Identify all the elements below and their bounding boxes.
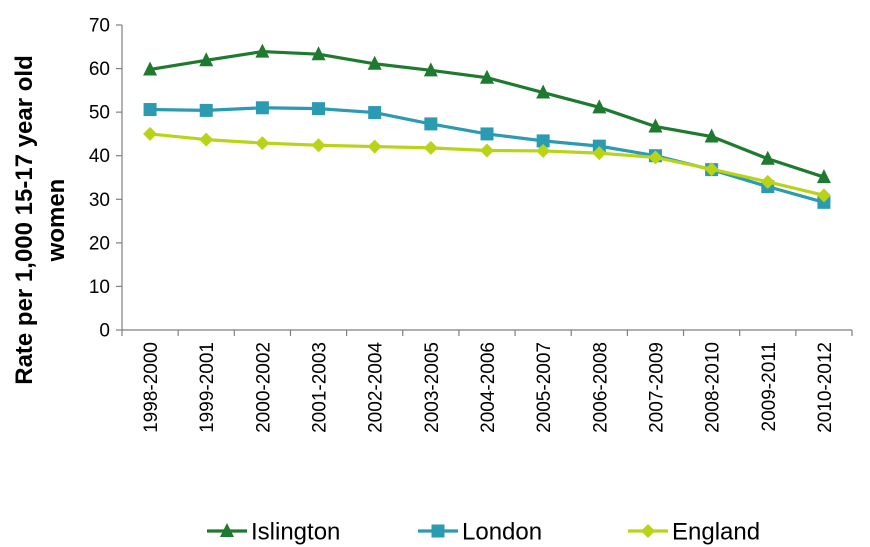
series-line-england: [149, 132, 825, 197]
y-tick-label: 40: [89, 146, 110, 167]
y-axis-ticks: 0 10 20 30 40 50 60 70: [89, 16, 122, 342]
x-tick-label: 2007-2009: [646, 342, 667, 433]
x-tick-label: 2002-2004: [366, 342, 387, 433]
data-point-england: [592, 146, 607, 161]
data-point-england: [648, 150, 663, 165]
data-point-england: [143, 126, 158, 141]
data-point-london: [480, 127, 494, 141]
x-tick-label: 2009-2011: [759, 342, 780, 431]
y-tick-label: 20: [89, 233, 110, 254]
data-point-islington: [760, 150, 775, 165]
legend-item-england: England: [628, 519, 760, 546]
data-point-england: [255, 136, 270, 151]
data-point-england: [536, 143, 551, 158]
data-point-islington: [592, 99, 607, 114]
data-point-islington: [648, 118, 663, 133]
x-tick-label: 2004-2006: [478, 342, 499, 433]
data-point-england: [423, 140, 438, 155]
data-point-london: [199, 103, 213, 117]
series-islington: [143, 43, 831, 184]
legend-marker-london: [431, 524, 445, 538]
legend-label-islington: Islington: [251, 519, 340, 546]
y-tick-label: 60: [89, 59, 110, 80]
series-group: [143, 43, 831, 209]
data-point-islington: [255, 43, 270, 58]
data-point-london: [143, 103, 157, 117]
data-point-islington: [536, 84, 551, 99]
data-point-england: [760, 174, 775, 189]
data-point-london: [536, 134, 550, 148]
x-tick-label: 2006-2008: [590, 342, 611, 433]
y-tick-label: 50: [89, 103, 110, 124]
y-tick-label: 30: [89, 190, 110, 211]
data-point-england: [816, 188, 831, 203]
x-axis-ticks: 1998-2000 1999-2001 2000-2002 2001-2003 2002…: [121, 330, 853, 433]
x-tick-label: 2005-2007: [534, 342, 555, 433]
y-tick-label: 10: [89, 277, 110, 298]
data-point-islington: [143, 61, 158, 76]
data-point-england: [704, 162, 719, 177]
data-point-london: [424, 117, 438, 131]
x-tick-label: 2000-2002: [253, 342, 274, 433]
data-point-london: [255, 101, 269, 115]
legend-marker-england: [641, 524, 655, 538]
data-point-england: [199, 132, 214, 147]
x-tick-label: 1998-2000: [141, 342, 162, 433]
x-tick-label: 1999-2001: [197, 342, 218, 433]
legend-marker-islington: [220, 523, 234, 537]
data-point-islington: [816, 169, 831, 184]
legend: Islington London England: [207, 519, 760, 546]
x-tick-label: 2001-2003: [310, 342, 331, 433]
data-point-london: [368, 106, 382, 120]
data-point-islington: [199, 52, 214, 67]
y-tick-label: 0: [99, 321, 110, 342]
y-tick-label: 70: [89, 16, 110, 37]
series-england: [143, 126, 831, 203]
x-tick-label: 2008-2010: [703, 342, 724, 433]
data-point-islington: [423, 62, 438, 77]
legend-label-london: London: [462, 519, 542, 546]
legend-label-england: England: [672, 519, 760, 546]
data-point-islington: [367, 55, 382, 70]
legend-item-islington: Islington: [207, 519, 340, 546]
data-point-islington: [480, 69, 494, 84]
y-axis-label-line-1: Rate per 1,000 15-17 year old: [11, 55, 38, 385]
data-point-islington: [704, 128, 719, 143]
x-tick-label: 2010-2012: [815, 342, 836, 433]
data-point-england: [367, 139, 382, 154]
x-tick-label: 2003-2005: [422, 342, 443, 433]
axes: [121, 25, 852, 331]
legend-item-london: London: [418, 519, 542, 546]
data-point-england: [311, 138, 326, 153]
data-point-london: [312, 102, 326, 116]
y-axis-label-line-2: women: [43, 179, 70, 263]
data-point-england: [480, 143, 494, 158]
data-point-islington: [311, 46, 326, 61]
